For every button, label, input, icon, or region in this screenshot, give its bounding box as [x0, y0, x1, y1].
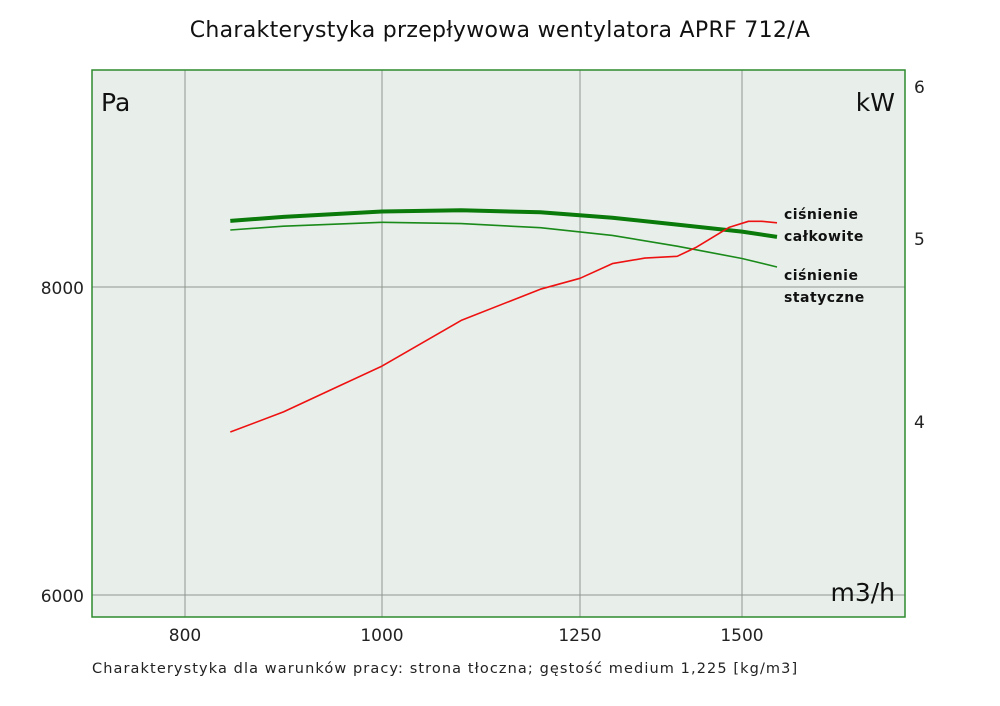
- x-tick-label: 800: [169, 626, 201, 646]
- series-line-cisnienie-statyczne: [230, 221, 778, 268]
- plot-area: [92, 70, 905, 617]
- y-tick-label: 8000: [41, 279, 84, 299]
- x-tick-label: 1500: [720, 626, 763, 646]
- series-label: ciśnienie: [784, 268, 858, 284]
- x-axis-unit: m3/h: [830, 578, 895, 607]
- series-line-moc: [230, 220, 778, 433]
- y2-tick-label: 5: [914, 230, 925, 250]
- series-label: statyczne: [784, 290, 865, 306]
- x-tick-label: 1000: [360, 626, 403, 646]
- y-tick-label: 6000: [41, 587, 84, 607]
- plot-border: [91, 69, 906, 618]
- y2-tick-label: 6: [914, 78, 925, 98]
- series-line-cisnienie-cakowite: [230, 208, 778, 239]
- y2-axis-unit: kW: [856, 88, 895, 117]
- series-label: ciśnienie: [784, 207, 858, 223]
- x-tick-label: 1250: [558, 626, 601, 646]
- chart-title: Charakterystyka przepływowa wentylatora …: [189, 18, 811, 43]
- chart-footnote: Charakterystyka dla warunków pracy: stro…: [92, 661, 799, 677]
- y2-tick-label: 4: [914, 413, 925, 433]
- y-axis-unit: Pa: [101, 88, 130, 117]
- series-label: całkowite: [784, 229, 864, 245]
